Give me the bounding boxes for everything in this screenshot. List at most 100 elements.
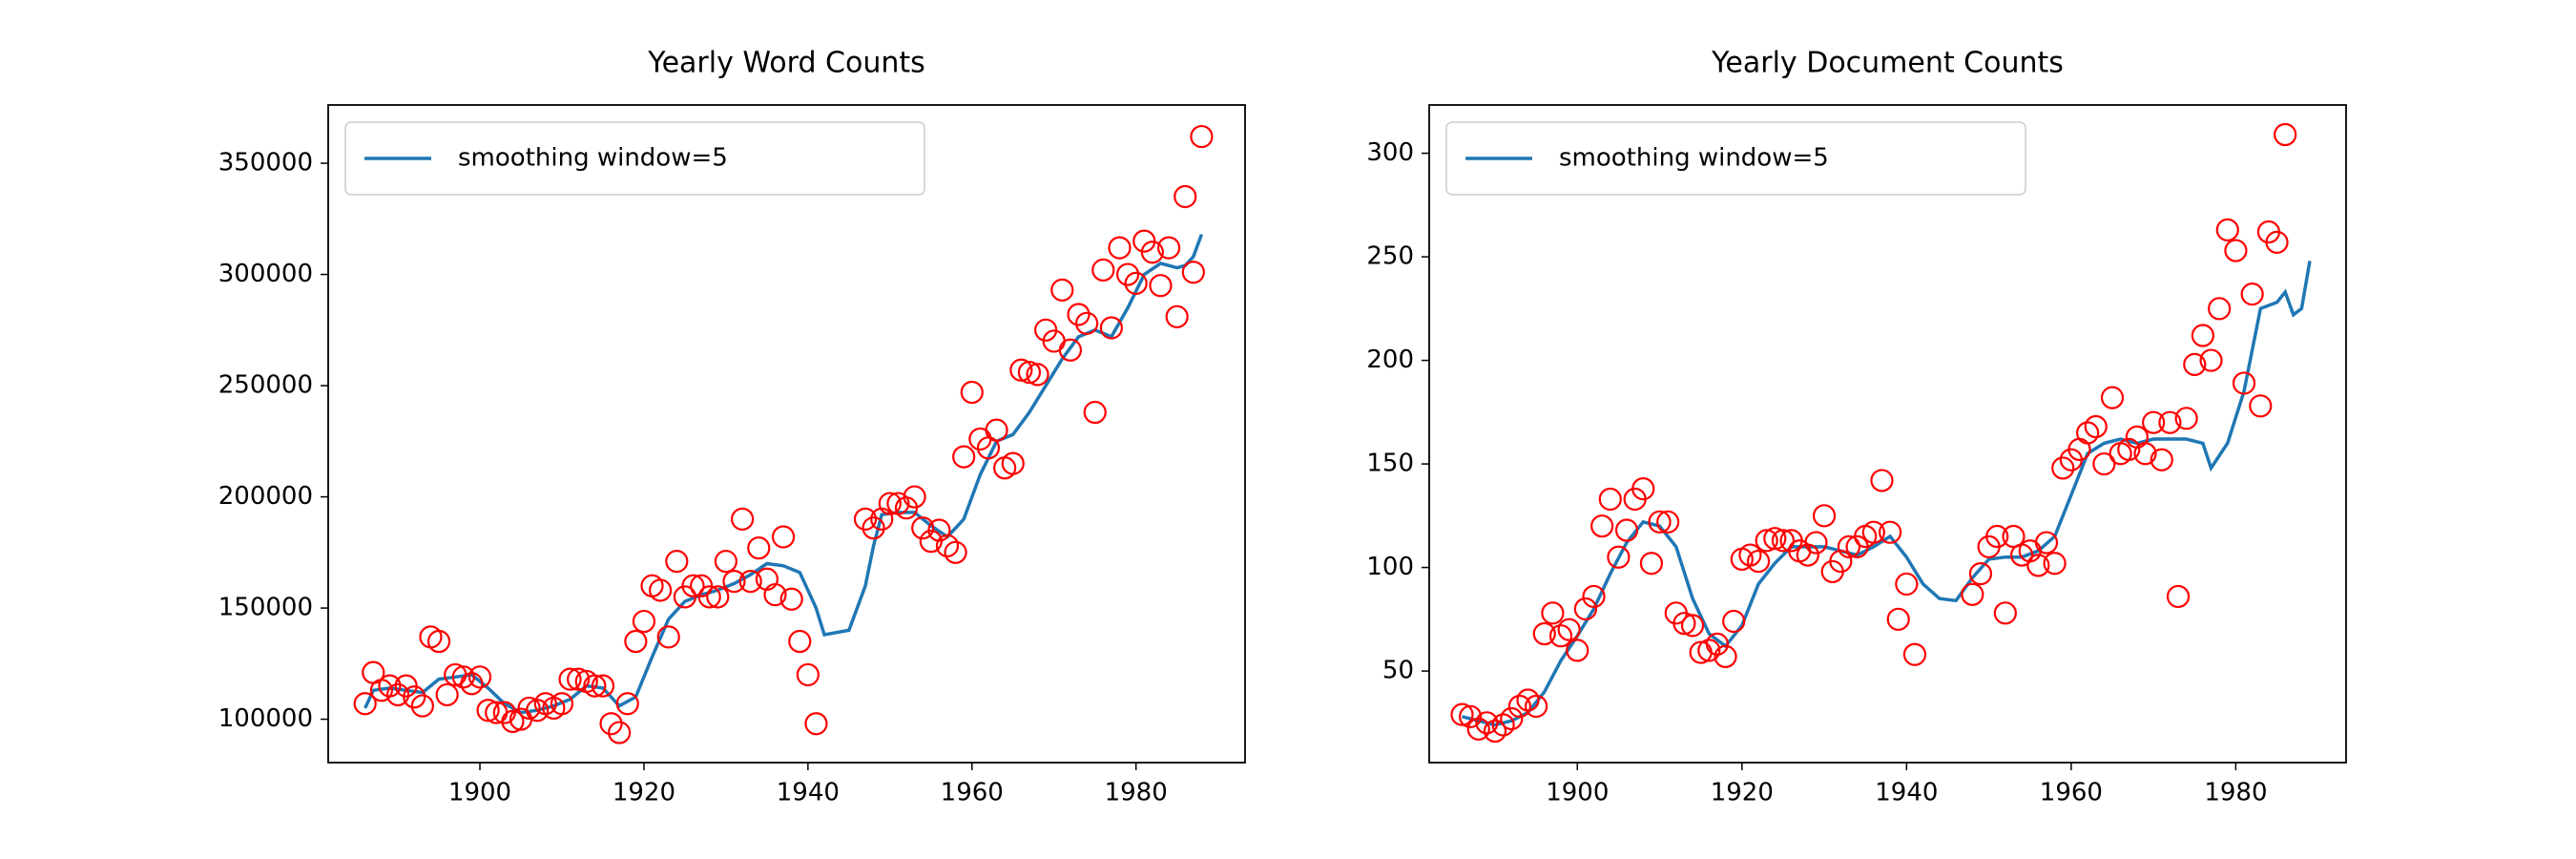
data-point (1174, 184, 1197, 209)
y-tick-label: 50 (1382, 657, 1414, 685)
data-point (1140, 241, 1164, 264)
data-point (763, 582, 787, 607)
data-point (632, 609, 656, 634)
data-point (1450, 702, 1474, 726)
data-point (378, 674, 402, 698)
data-point (640, 574, 664, 597)
data-point (599, 712, 623, 736)
data-point (1722, 609, 1746, 634)
data-point (451, 665, 475, 689)
x-tick-label: 1900 (1546, 779, 1609, 807)
data-point (1124, 271, 1148, 295)
data-point (1566, 639, 1589, 662)
data-point (1459, 704, 1483, 728)
data-point (2232, 371, 2256, 395)
y-tick-label: 150 (1366, 450, 1414, 478)
data-point (1631, 477, 1655, 501)
data-point (2215, 218, 2239, 241)
data-point (1001, 451, 1025, 475)
data-point (419, 625, 443, 649)
data-point (1009, 358, 1033, 382)
data-point (1500, 706, 1524, 731)
data-point (460, 672, 484, 696)
data-point (1075, 311, 1099, 335)
data-point (2034, 531, 2059, 555)
data-point (1829, 549, 1853, 574)
data-point (1156, 236, 1181, 260)
y-tick-label: 250000 (218, 371, 313, 400)
data-point (722, 569, 746, 594)
data-point (1557, 618, 1581, 641)
data-point (2224, 239, 2248, 262)
data-point (1804, 531, 1828, 555)
data-point (2183, 352, 2207, 377)
x-tick-label: 1920 (1711, 779, 1774, 807)
data-point (426, 629, 451, 654)
data-point (1656, 510, 1680, 534)
data-point (591, 674, 615, 698)
data-point (656, 625, 680, 649)
data-point (985, 418, 1008, 442)
data-point (2240, 283, 2264, 306)
chart-title: Yearly Word Counts (647, 47, 925, 80)
data-point (615, 692, 639, 716)
data-point (558, 667, 582, 691)
data-point (2100, 386, 2125, 409)
x-tick-label: 1980 (1105, 779, 1168, 807)
data-point (935, 534, 960, 557)
data-point (435, 682, 459, 707)
legend-box (344, 121, 925, 196)
data-point (1091, 258, 1115, 282)
data-point (1548, 624, 1573, 648)
data-point (2208, 297, 2232, 321)
data-point (501, 709, 525, 733)
y-tick-label: 200 (1366, 346, 1414, 374)
data-point (2274, 122, 2297, 147)
data-point (993, 456, 1017, 480)
data-point (492, 701, 516, 724)
x-tick-label: 1960 (2040, 779, 2103, 807)
data-point (1738, 543, 1762, 567)
data-point (2199, 348, 2223, 372)
data-point (1837, 534, 1861, 558)
data-point (2092, 451, 2116, 476)
data-point (1968, 561, 1993, 586)
data-point (1525, 694, 1548, 719)
data-point (2174, 407, 2198, 430)
data-point (1697, 639, 1721, 662)
data-point (779, 587, 803, 611)
axes-frame (1428, 104, 2347, 764)
data-point (1541, 601, 1565, 625)
data-point (738, 569, 762, 594)
data-point (1714, 644, 1737, 668)
data-point (796, 662, 820, 687)
data-point (681, 574, 705, 597)
data-point (403, 685, 426, 709)
y-tick-label: 350000 (218, 149, 313, 178)
data-point (1190, 124, 1214, 149)
data-point (1771, 529, 1796, 553)
data-point (788, 629, 812, 654)
data-point (1582, 584, 1606, 609)
legend-label: smoothing window=5 (1559, 144, 1829, 173)
y-tick-label: 300 (1366, 138, 1414, 167)
data-point (697, 585, 721, 609)
data-point (960, 380, 984, 405)
y-tick-label: 150000 (218, 594, 313, 622)
data-point (1705, 632, 1730, 656)
data-point (1861, 520, 1885, 544)
x-tick-label: 1940 (1875, 779, 1938, 807)
smoothing-line (364, 233, 1204, 715)
data-point (1165, 304, 1189, 328)
data-point (1475, 711, 1499, 735)
data-point (1532, 621, 1556, 646)
data-point (1902, 642, 1927, 666)
data-point (1607, 545, 1631, 569)
data-point (2158, 410, 2182, 434)
data-point (624, 629, 648, 654)
x-tick-label: 1920 (613, 779, 675, 807)
y-tick-label: 300000 (218, 260, 313, 288)
data-point (1878, 520, 1902, 544)
data-point (747, 536, 771, 560)
data-point (476, 699, 500, 723)
